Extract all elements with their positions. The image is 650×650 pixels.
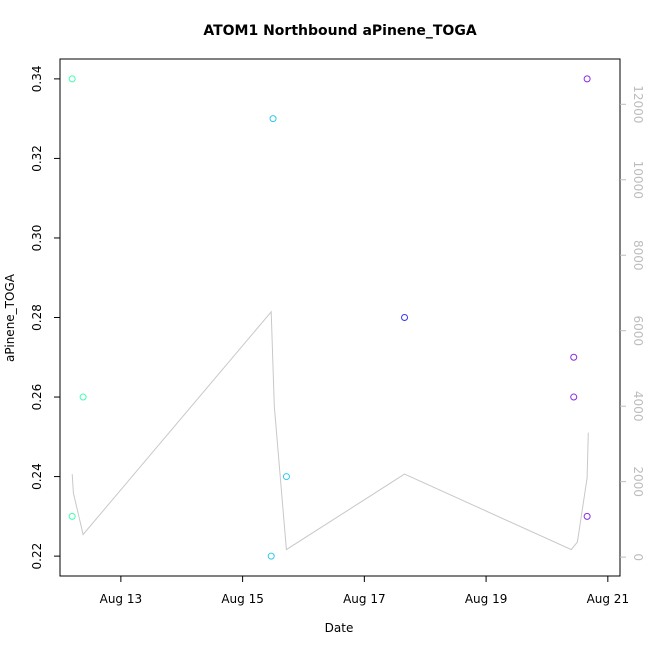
data-point (570, 393, 578, 401)
data-point (282, 473, 290, 481)
y-tick-label: 0.30 (30, 225, 44, 252)
y-tick-label: 0.34 (30, 66, 44, 93)
data-point (68, 75, 76, 83)
y-tick-label: 0.26 (30, 384, 44, 411)
y-axis-right: 0 2000 4000 6000 8000 10000 12000 (620, 85, 645, 561)
y-tick-label: 0.22 (30, 543, 44, 570)
x-tick-label: Aug 15 (221, 592, 264, 606)
data-point (401, 314, 409, 321)
x-tick-label: Aug 13 (100, 592, 143, 606)
y-right-tick-label: 8000 (631, 240, 645, 271)
y-right-tick-label: 4000 (631, 391, 645, 422)
altitude-series (71, 310, 589, 551)
altitude-line (71, 310, 589, 551)
x-tick-label: Aug 21 (587, 592, 630, 606)
y-right-tick-label: 10000 (631, 161, 645, 199)
x-axis: Aug 13 Aug 15 Aug 17 Aug 19 Aug 21 (100, 576, 629, 606)
plot-frame (59, 58, 621, 577)
data-point (570, 353, 578, 361)
y-tick-label: 0.28 (30, 304, 44, 331)
y-tick-label: 0.32 (30, 145, 44, 172)
data-point (267, 552, 275, 560)
y-axis: 0.22 0.24 0.26 0.28 0.30 0.32 0.34 (30, 66, 60, 570)
y-right-tick-label: 0 (631, 553, 645, 561)
x-tick-label: Aug 17 (343, 592, 386, 606)
chart-title: ATOM1 Northbound aPinene_TOGA (203, 23, 476, 39)
data-points (68, 75, 591, 560)
x-tick-label: Aug 19 (465, 592, 508, 606)
y-right-tick-label: 12000 (631, 85, 645, 123)
y-right-tick-label: 6000 (631, 315, 645, 346)
y-tick-label: 0.24 (30, 463, 44, 490)
data-point (68, 512, 76, 520)
data-point (583, 512, 591, 520)
y-axis-label: aPinene_TOGA (3, 273, 17, 362)
data-point (269, 115, 277, 123)
x-axis-label: Date (325, 621, 354, 635)
y-right-tick-label: 2000 (631, 466, 645, 497)
data-point (583, 75, 591, 83)
data-point (79, 393, 87, 401)
